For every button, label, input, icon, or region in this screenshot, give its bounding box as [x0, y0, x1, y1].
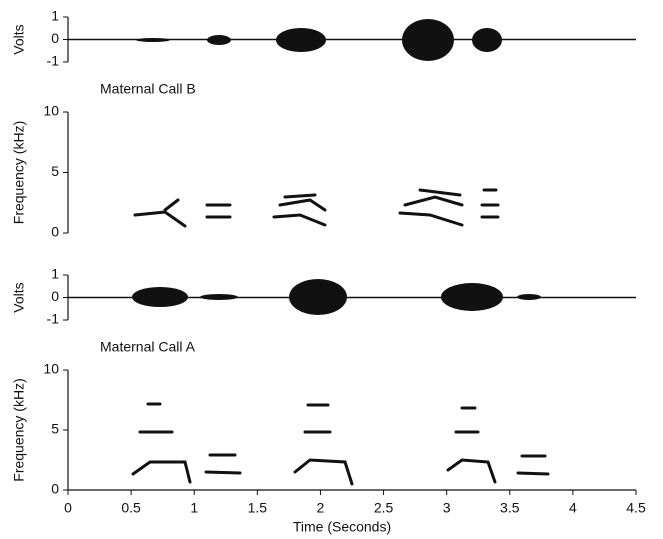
y-axis-label: Volts: [11, 24, 27, 54]
y-tick-label: 10: [43, 103, 59, 119]
panel-label: Maternal Call B: [100, 81, 196, 97]
y-tick-label: 5: [51, 163, 59, 179]
x-tick-label: 3: [443, 500, 451, 516]
y-tick-label: 0: [51, 288, 59, 304]
x-tick-label: 3.5: [500, 500, 520, 516]
y-tick-label: 0: [51, 481, 59, 497]
panel-label: Maternal Call A: [100, 339, 196, 355]
x-tick-label: 0: [64, 500, 72, 516]
y-tick-label: 10: [43, 361, 59, 377]
x-tick-label: 4: [569, 500, 577, 516]
x-tick-label: 0.5: [121, 500, 141, 516]
x-axis-label: Time (Seconds): [293, 519, 391, 535]
y-tick-label: -1: [47, 53, 60, 69]
y-tick-label: 1: [51, 8, 59, 24]
x-tick-label: 4.5: [626, 500, 646, 516]
y-axis-label: Frequency (kHz): [11, 121, 27, 224]
x-tick-label: 2.5: [374, 500, 394, 516]
x-tick-label: 2: [317, 500, 325, 516]
waveform-envelopes: [132, 19, 541, 315]
spectrogram-traces: [131, 188, 550, 486]
y-axis-label: Frequency (kHz): [11, 378, 27, 481]
y-tick-label: 0: [51, 30, 59, 46]
y-tick-label: 0: [51, 224, 59, 240]
y-axis-label: Volts: [11, 282, 27, 312]
y-tick-label: 1: [51, 266, 59, 282]
y-tick-label: 5: [51, 421, 59, 437]
y-tick-label: -1: [47, 311, 60, 327]
x-tick-label: 1.5: [248, 500, 268, 516]
x-tick-label: 1: [190, 500, 198, 516]
